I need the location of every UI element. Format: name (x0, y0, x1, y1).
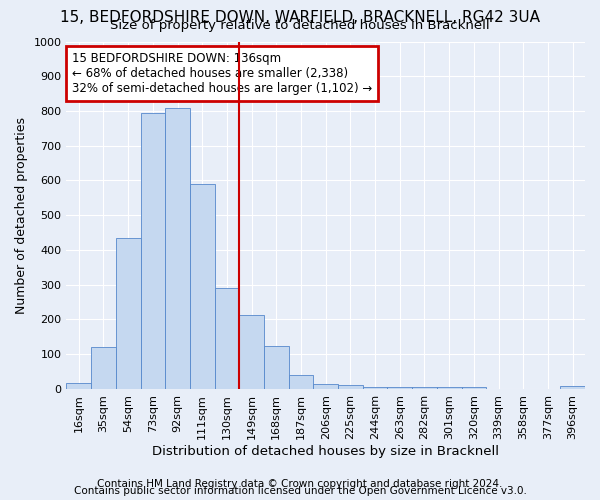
Bar (338, 386, 363, 389)
Bar (215, 288, 239, 389)
Bar (140, 112, 165, 389)
Bar (190, 184, 215, 389)
Text: 15, BEDFORDSHIRE DOWN, WARFIELD, BRACKNELL, RG42 3UA: 15, BEDFORDSHIRE DOWN, WARFIELD, BRACKNE… (60, 10, 540, 25)
Text: Contains HM Land Registry data © Crown copyright and database right 2024.: Contains HM Land Registry data © Crown c… (97, 479, 503, 489)
Text: Contains public sector information licensed under the Open Government Licence v3: Contains public sector information licen… (74, 486, 526, 496)
Bar (461, 387, 486, 389)
Bar (67, 382, 91, 389)
Bar (289, 375, 313, 389)
Bar (388, 387, 412, 389)
Bar (363, 387, 388, 389)
Bar (313, 384, 338, 389)
Bar (239, 316, 264, 389)
Text: 15 BEDFORDSHIRE DOWN: 136sqm
← 68% of detached houses are smaller (2,338)
32% of: 15 BEDFORDSHIRE DOWN: 136sqm ← 68% of de… (71, 52, 372, 95)
Text: Size of property relative to detached houses in Bracknell: Size of property relative to detached ho… (110, 18, 490, 32)
Bar (165, 108, 190, 389)
Y-axis label: Number of detached properties: Number of detached properties (15, 116, 28, 314)
Bar (437, 387, 461, 389)
Bar (560, 386, 585, 389)
Bar (91, 348, 116, 389)
X-axis label: Distribution of detached houses by size in Bracknell: Distribution of detached houses by size … (152, 444, 499, 458)
Bar (264, 346, 289, 389)
Bar (412, 387, 437, 389)
Bar (116, 238, 140, 389)
